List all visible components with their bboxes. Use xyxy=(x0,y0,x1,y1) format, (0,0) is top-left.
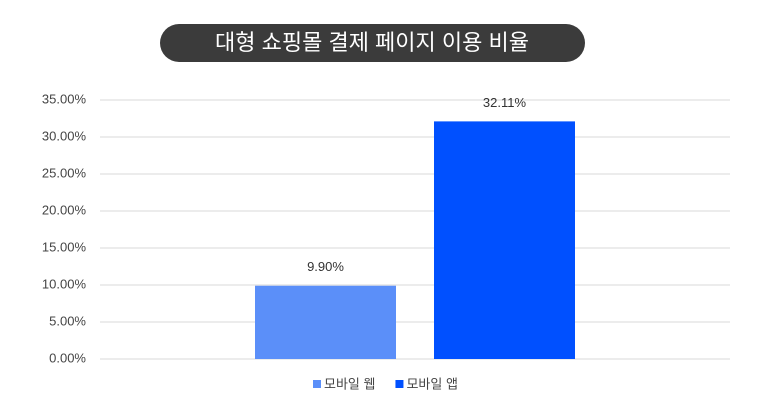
y-tick-label: 10.00% xyxy=(42,276,87,291)
value-label: 9.90% xyxy=(307,259,344,274)
value-label: 32.11% xyxy=(483,95,527,110)
y-tick-label: 35.00% xyxy=(42,91,87,106)
chart-title: 대형 쇼핑몰 결제 페이지 이용 비율 xyxy=(215,30,529,55)
legend-swatch xyxy=(395,380,404,388)
y-tick-label: 0.00% xyxy=(49,350,86,365)
legend-label: 모바일 앱 xyxy=(406,376,457,391)
y-tick-label: 15.00% xyxy=(42,239,87,254)
title-pill xyxy=(160,24,585,62)
y-tick-label: 5.00% xyxy=(49,313,86,328)
y-tick-label: 25.00% xyxy=(42,165,87,180)
legend-swatch xyxy=(313,380,321,388)
bar xyxy=(434,121,575,359)
bar xyxy=(255,285,396,359)
y-tick-label: 30.00% xyxy=(42,128,87,143)
y-tick-label: 20.00% xyxy=(42,202,87,217)
legend-label: 모바일 웹 xyxy=(324,376,375,391)
